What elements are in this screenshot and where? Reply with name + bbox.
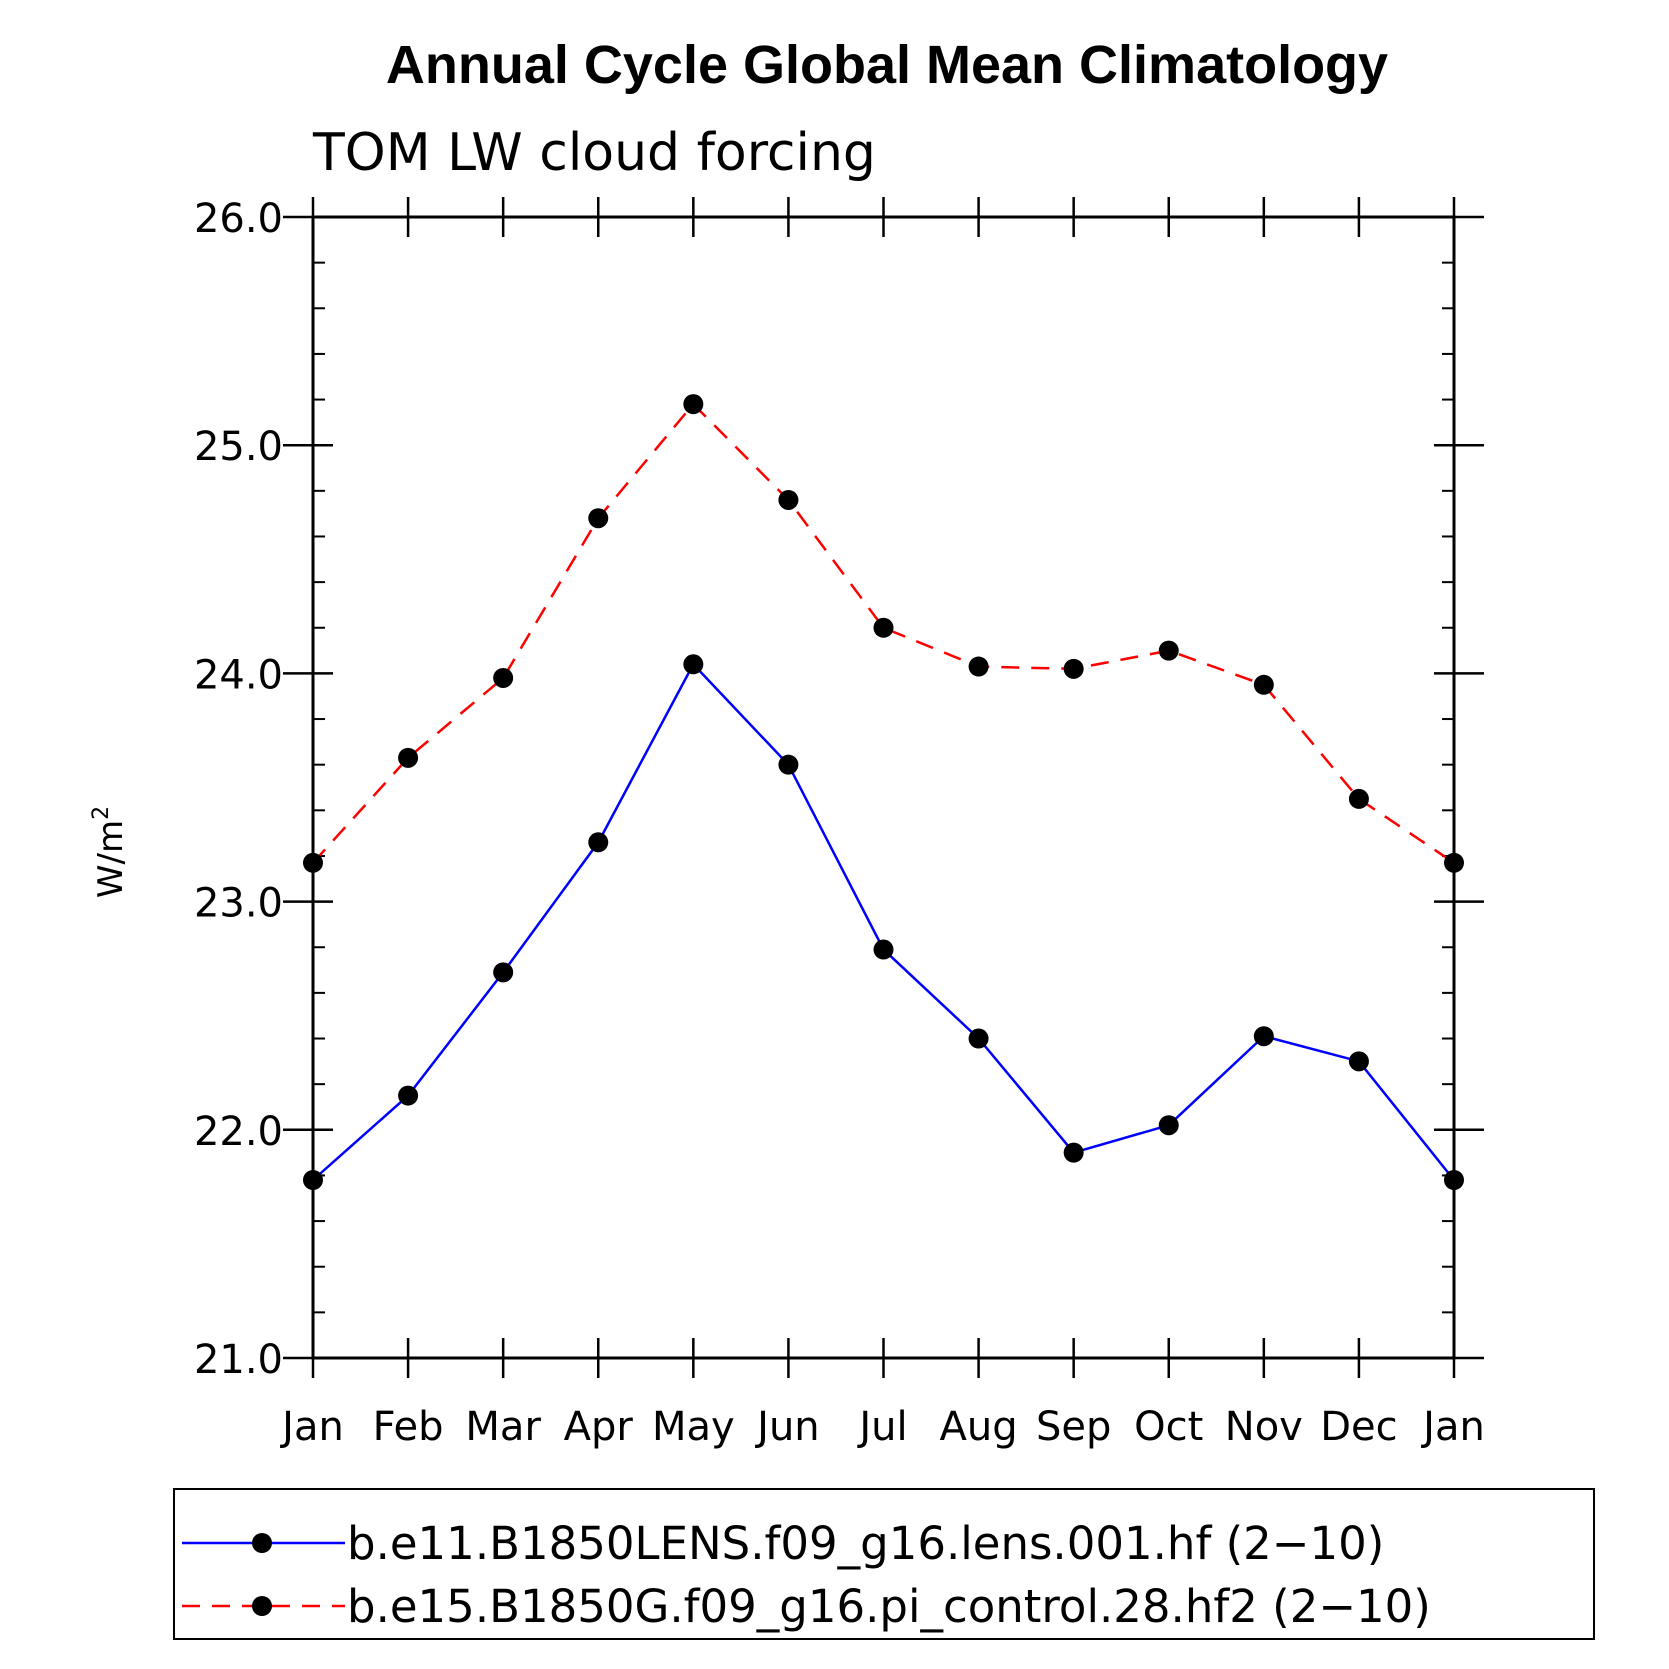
- data-point: [683, 654, 704, 675]
- axis-ticks: Jan Feb Mar Apr May Jun Jul Aug Sep Oct Nov Dec Jan 2…: [194, 196, 1485, 1450]
- data-point: [1158, 640, 1179, 661]
- legend: b.e11.B1850LENS.f09_g16.lens.001.hf (2−1…: [173, 1488, 1595, 1640]
- x-tick-label: Sep: [1036, 1404, 1111, 1450]
- y-axis-label-text: W/m: [91, 820, 131, 898]
- x-tick-label: Jun: [754, 1404, 820, 1450]
- x-tick-label: Jan: [279, 1404, 344, 1450]
- data-point: [683, 394, 704, 415]
- y-tick-label: 21.0: [194, 1337, 283, 1383]
- data-point: [873, 617, 894, 638]
- legend-box: [173, 1488, 1595, 1640]
- x-tick-label: Apr: [564, 1404, 634, 1450]
- legend-marker-2: [252, 1596, 272, 1616]
- legend-label-2: b.e15.B1850G.f09_g16.pi_control.28.hf2 (…: [347, 1580, 1431, 1633]
- x-tick-label: Dec: [1320, 1404, 1397, 1450]
- data-point: [588, 508, 609, 529]
- data-point: [493, 667, 514, 688]
- x-tick-label: Jan: [1420, 1404, 1485, 1450]
- series-line-1: [312, 662, 1455, 1181]
- data-point: [1253, 1026, 1274, 1047]
- x-tick-label: May: [652, 1404, 735, 1450]
- data-point: [588, 832, 609, 853]
- data-point: [493, 962, 514, 983]
- y-tick-label: 26.0: [194, 196, 283, 242]
- data-point: [968, 656, 989, 677]
- x-tick-label: Nov: [1225, 1404, 1303, 1450]
- chart-title: Annual Cycle Global Mean Climatology: [386, 35, 1388, 95]
- x-tick-label: Aug: [940, 1404, 1018, 1450]
- series-lines: [312, 402, 1455, 1181]
- y-tick-label: 22.0: [194, 1109, 283, 1155]
- y-tick-label: 24.0: [194, 652, 283, 698]
- chart-subtitle: TOM LW cloud forcing: [312, 123, 876, 183]
- y-tick-label: 25.0: [194, 424, 283, 470]
- data-point: [1158, 1115, 1179, 1136]
- data-point: [1348, 1051, 1369, 1072]
- y-axis-label-superscript: 2: [89, 806, 114, 820]
- data-point: [1063, 658, 1084, 679]
- data-point: [778, 754, 799, 775]
- legend-label-1: b.e11.B1850LENS.f09_g16.lens.001.hf (2−1…: [347, 1517, 1384, 1570]
- data-point: [1063, 1142, 1084, 1163]
- data-point: [1348, 788, 1369, 809]
- plot-frame: [311, 215, 1456, 1360]
- data-point: [968, 1028, 989, 1049]
- data-point: [778, 489, 799, 510]
- x-tick-label: Mar: [465, 1404, 541, 1450]
- x-tick-label: Jul: [856, 1404, 907, 1450]
- data-point: [398, 1085, 419, 1106]
- x-tick-label: Feb: [373, 1404, 444, 1450]
- series-markers: [303, 394, 1464, 1191]
- y-axis-label: W/m2: [89, 806, 131, 898]
- y-tick-label: 23.0: [194, 881, 283, 927]
- x-tick-label: Oct: [1134, 1404, 1203, 1450]
- legend-marker-1: [252, 1533, 272, 1553]
- data-point: [398, 747, 419, 768]
- data-point: [873, 939, 894, 960]
- data-point: [1253, 674, 1274, 695]
